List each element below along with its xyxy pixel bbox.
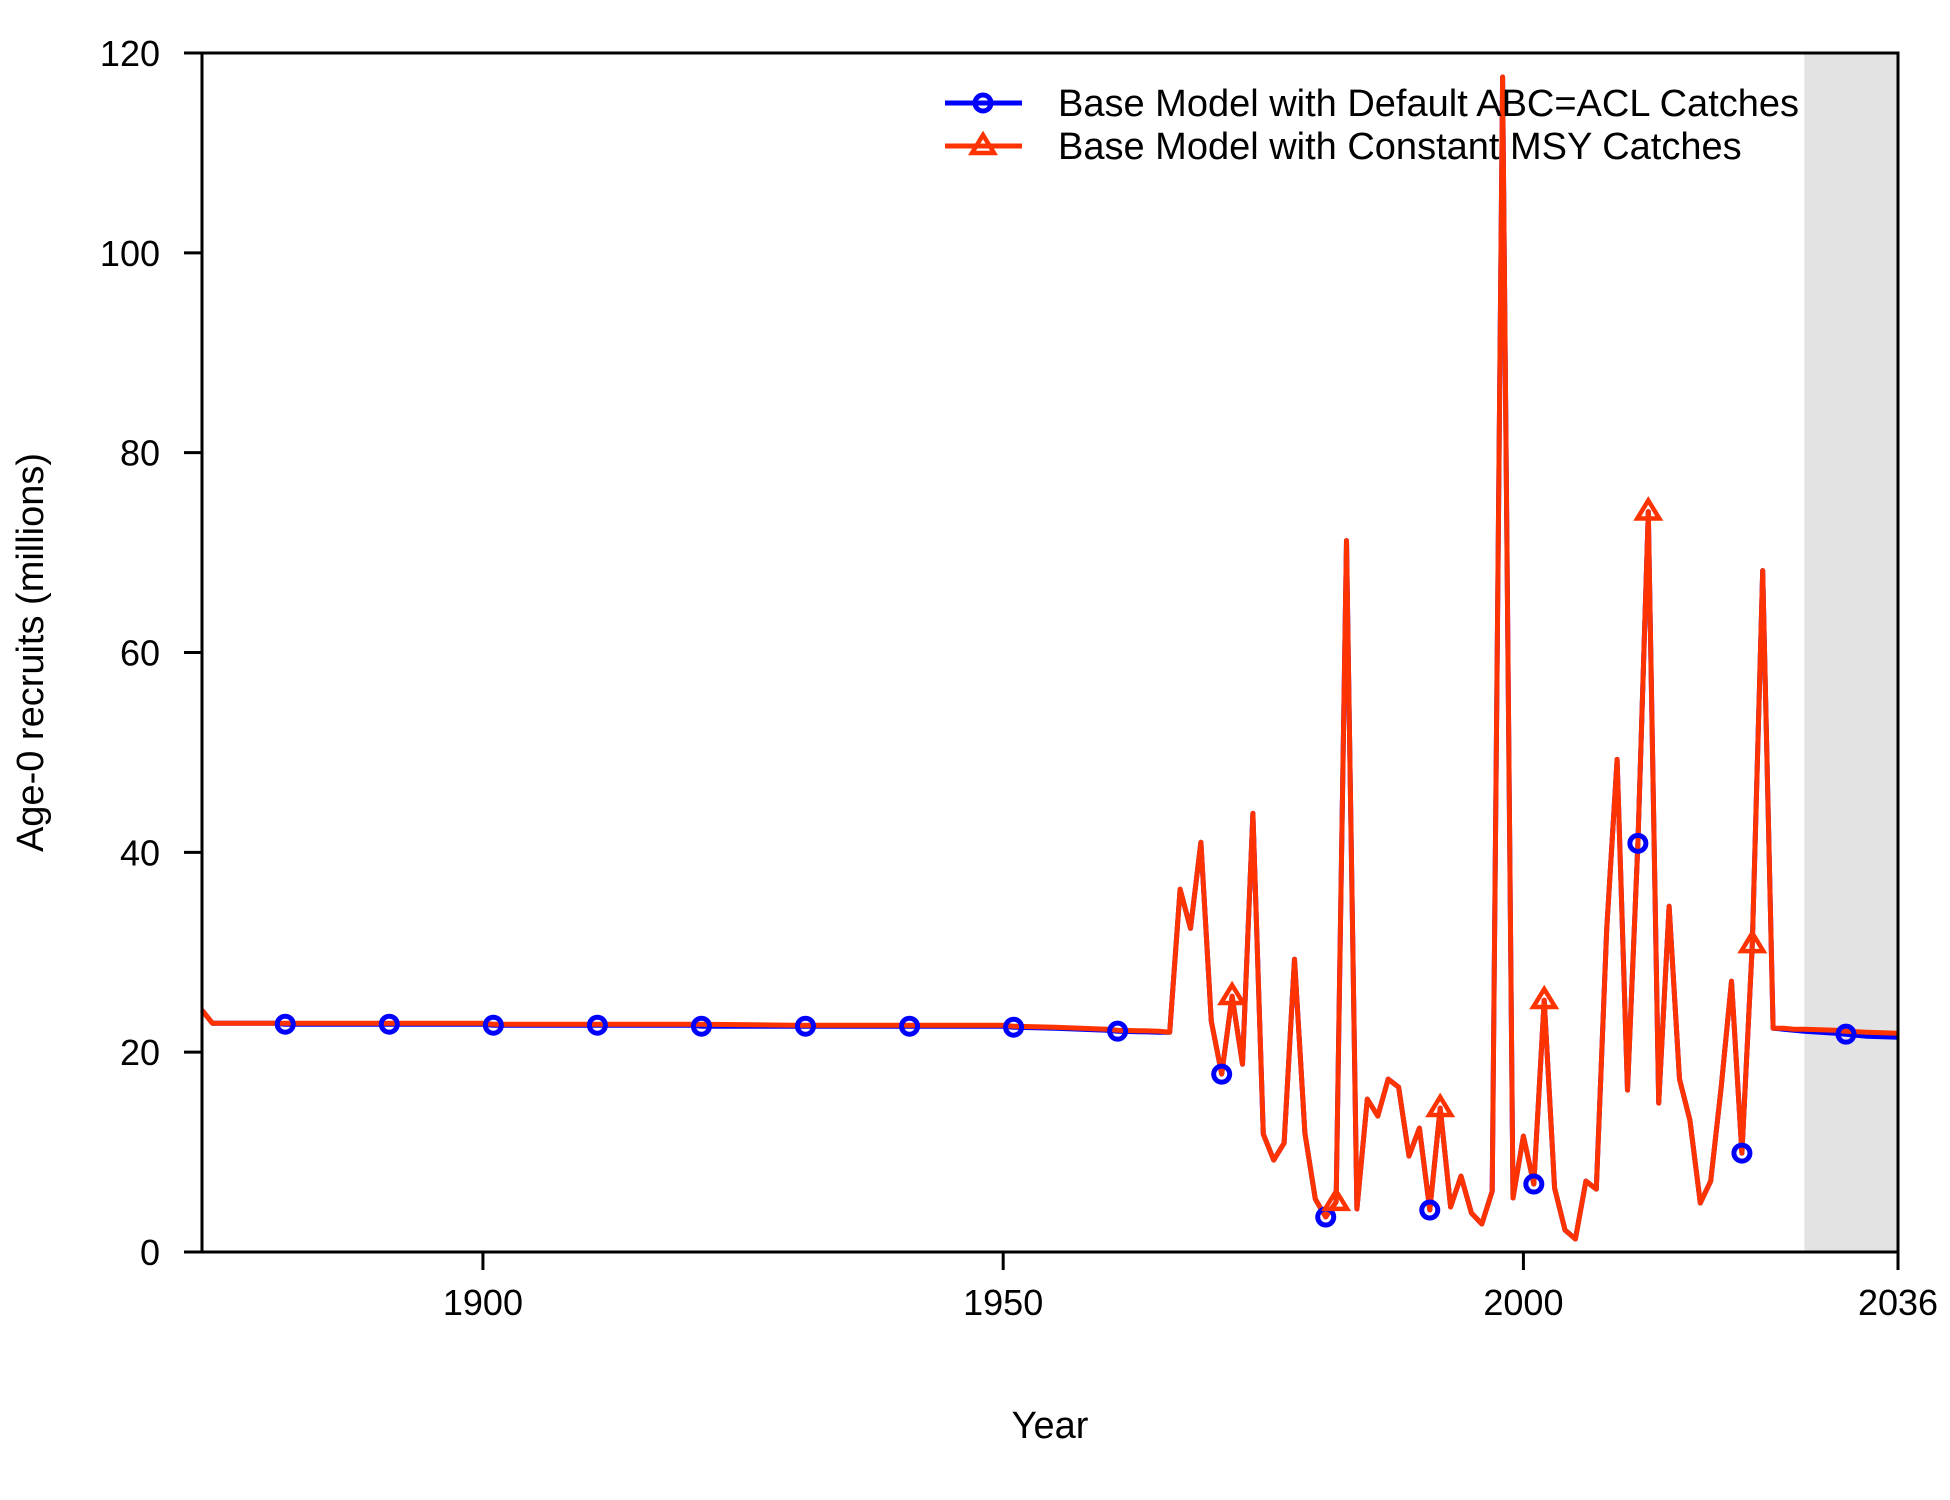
series-2-point: [1737, 928, 1768, 954]
x-tick-label: 2000: [1483, 1282, 1563, 1323]
x-tick-label: 1950: [963, 1282, 1043, 1323]
series-1-point: [794, 1015, 816, 1037]
series-1-point: [1835, 1023, 1857, 1045]
series-2-point: [1529, 984, 1560, 1010]
series-1-point: [1731, 1142, 1753, 1164]
series-1-point: [1003, 1016, 1025, 1038]
y-tick-label: 80: [120, 433, 160, 474]
series-1-point: [690, 1015, 712, 1037]
y-tick-label: 60: [120, 633, 160, 674]
legend: Base Model with Default ABC=ACL CatchesB…: [945, 83, 1799, 168]
series-2-point: [1217, 980, 1248, 1006]
series-1-point: [1107, 1020, 1129, 1042]
series-1-point: [482, 1014, 504, 1036]
legend-label: Base Model with Constant MSY Catches: [1058, 126, 1742, 168]
series-1-point: [1419, 1199, 1441, 1221]
y-tick-label: 0: [140, 1232, 160, 1273]
legend-label: Base Model with Default ABC=ACL Catches: [1058, 83, 1799, 125]
series-2-point: [1425, 1092, 1456, 1118]
y-tick-label: 40: [120, 832, 160, 873]
x-tick-label: 2036: [1858, 1282, 1938, 1323]
x-axis-title: Year: [1012, 1405, 1089, 1447]
series-line-2: [200, 74, 1899, 1242]
projection-shade-layer: [1804, 53, 1898, 1252]
series-1-point: [1211, 1063, 1233, 1085]
x-axis: 1900 1950 2000 2036: [443, 1252, 1938, 1323]
x-tick-label: 1900: [443, 1282, 523, 1323]
y-tick-label: 120: [100, 33, 160, 74]
series-1-point: [1523, 1173, 1545, 1195]
series-1-point: [899, 1015, 921, 1037]
legend-marker-triangle: [967, 130, 999, 156]
y-axis: 0 20 40 60 80 100 120: [100, 33, 202, 1273]
legend-item-2: Base Model with Constant MSY Catches: [945, 126, 1742, 168]
series-layer: [200, 74, 1899, 1242]
y-axis-title: Age-0 recruits (millions): [10, 453, 52, 852]
legend-item-1: Base Model with Default ABC=ACL Catches: [945, 83, 1799, 125]
projection-period-shading: [1804, 53, 1898, 1252]
series-1-point: [378, 1013, 400, 1035]
y-tick-label: 20: [120, 1032, 160, 1073]
series-1-point: [586, 1014, 608, 1036]
series-2-point: [1321, 1186, 1352, 1212]
series-2-point: [1633, 496, 1664, 521]
y-tick-label: 100: [100, 233, 160, 274]
legend-marker-circle: [972, 92, 994, 114]
series-1-point: [274, 1013, 296, 1035]
series-1-point: [1627, 832, 1649, 854]
